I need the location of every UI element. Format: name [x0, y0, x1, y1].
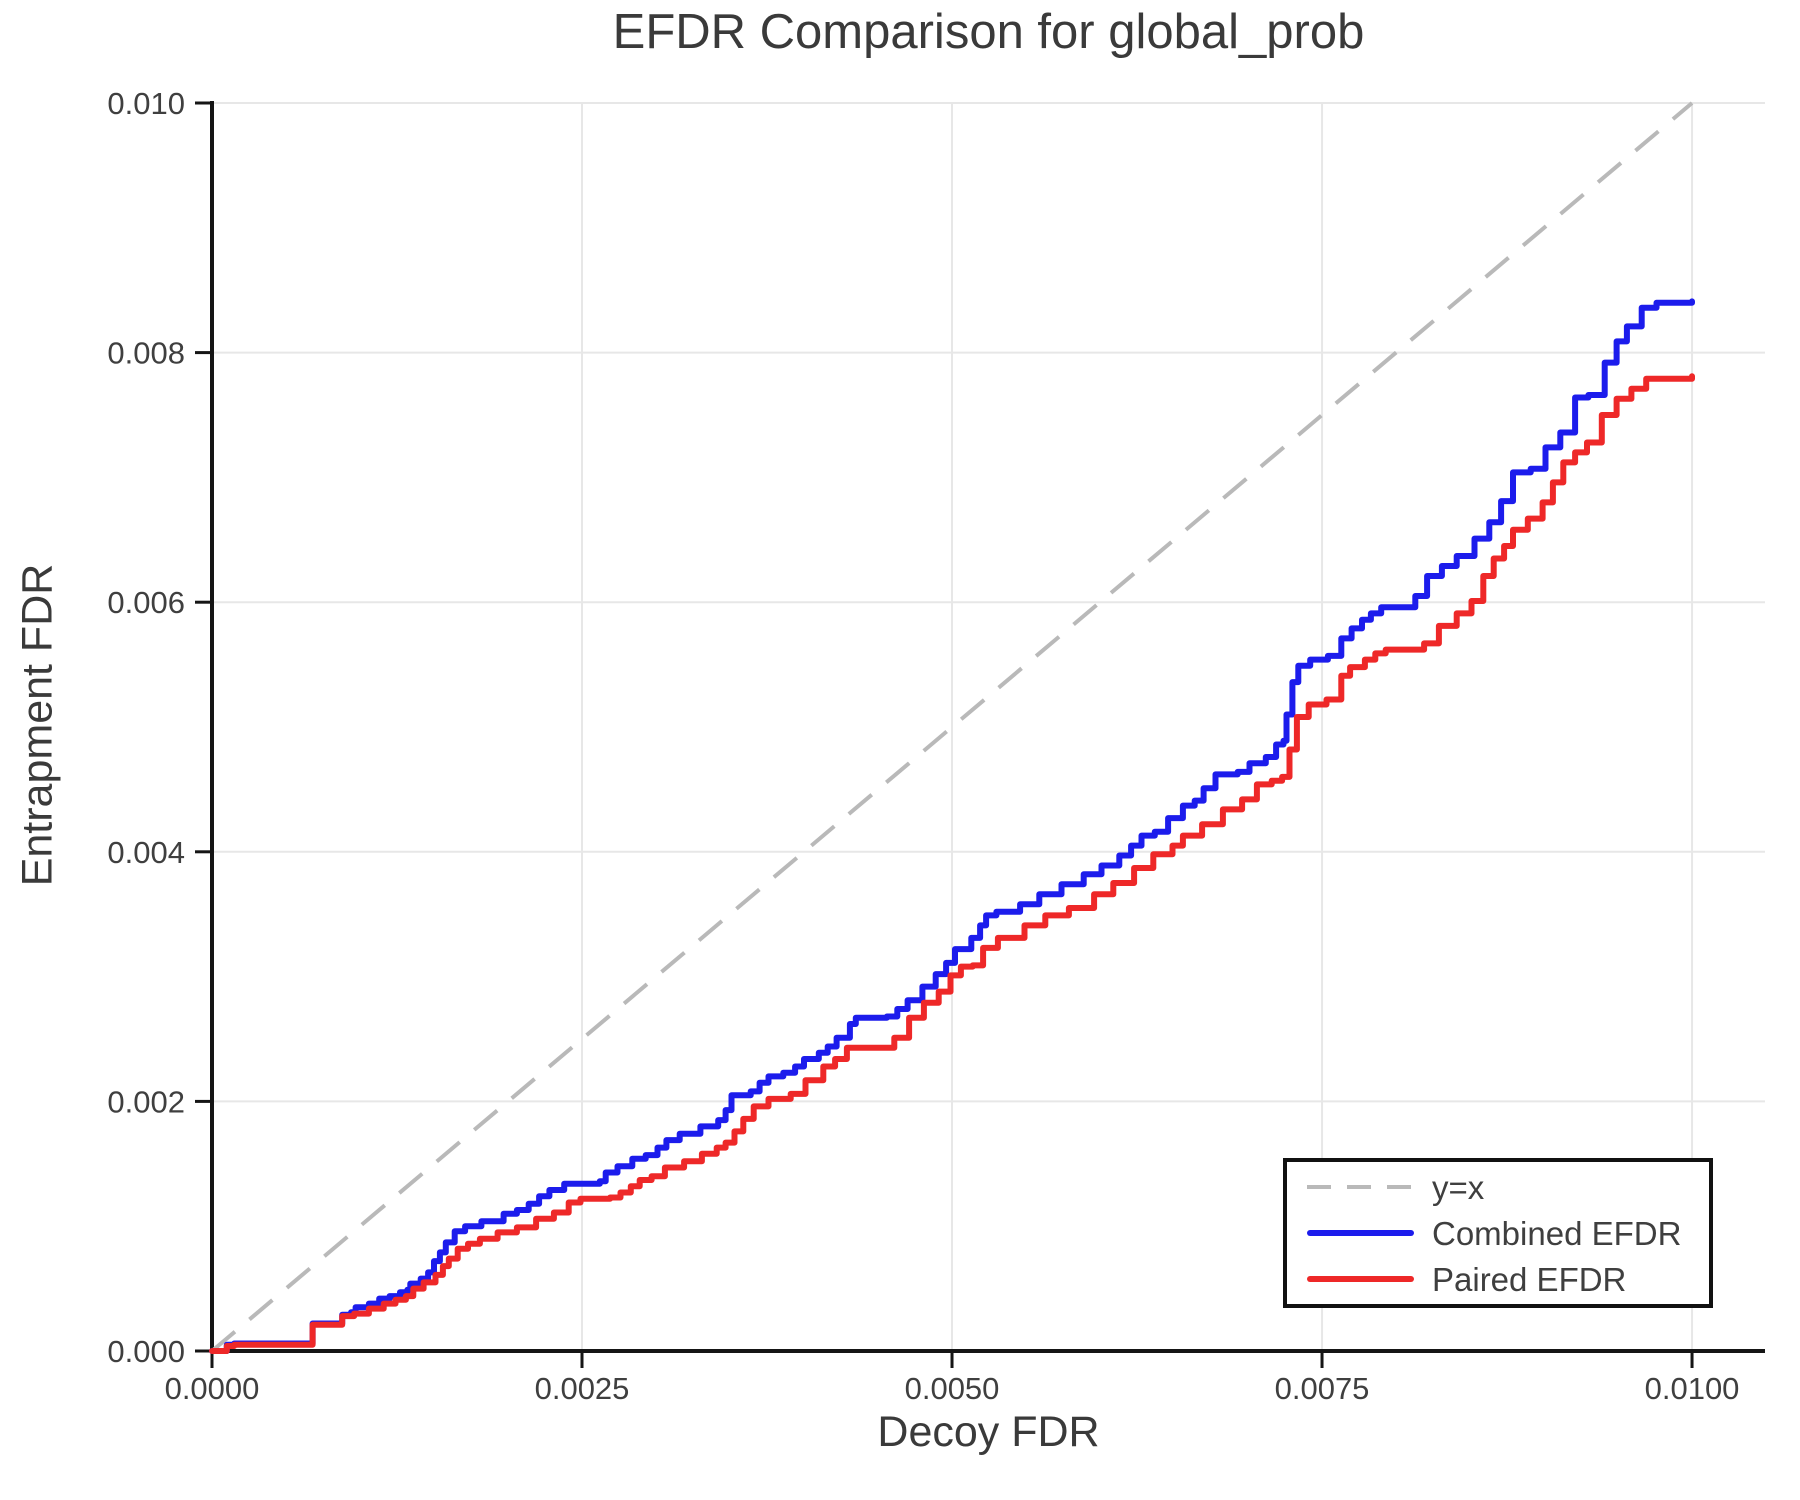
paired-efdr-line [209, 373, 1695, 1354]
y-axis-title: Entrapment FDR [13, 563, 62, 887]
x-tick-label: 0.0075 [1275, 1371, 1370, 1406]
y-tick-label: 0.006 [107, 585, 185, 620]
legend-entry-paired: Paired EFDR [1307, 1259, 1709, 1299]
combined-efdr-line [209, 298, 1695, 1354]
x-tick-label: 0.0050 [905, 1371, 1000, 1406]
x-axis-title: Decoy FDR [877, 1408, 1100, 1456]
paired-efdr-line-sample [1307, 1276, 1414, 1282]
legend-box: y=x Combined EFDR Paired EFDR [1283, 1158, 1713, 1308]
y-tick-label: 0.004 [107, 835, 185, 870]
x-tick-label: 0.0000 [165, 1371, 260, 1406]
yx-dashed-line-sample [1307, 1185, 1414, 1189]
legend-label-paired: Paired EFDR [1432, 1260, 1627, 1298]
legend-label-combined: Combined EFDR [1432, 1214, 1682, 1252]
y-tick-label: 0.008 [107, 336, 185, 371]
chart-title: EFDR Comparison for global_prob [612, 5, 1365, 59]
x-tick-label: 0.0025 [535, 1371, 630, 1406]
x-tick-label: 0.0100 [1645, 1371, 1740, 1406]
y-tick-label: 0.010 [107, 86, 185, 121]
legend-entry-combined: Combined EFDR [1307, 1213, 1709, 1253]
y-tick-label: 0.002 [107, 1084, 185, 1119]
legend-entry-yx: y=x [1307, 1167, 1709, 1207]
legend-label-yx: y=x [1432, 1168, 1485, 1206]
reference-line-y-equals-x [210, 101, 1694, 1353]
combined-efdr-line-sample [1307, 1230, 1414, 1236]
y-tick-label: 0.000 [107, 1334, 185, 1369]
